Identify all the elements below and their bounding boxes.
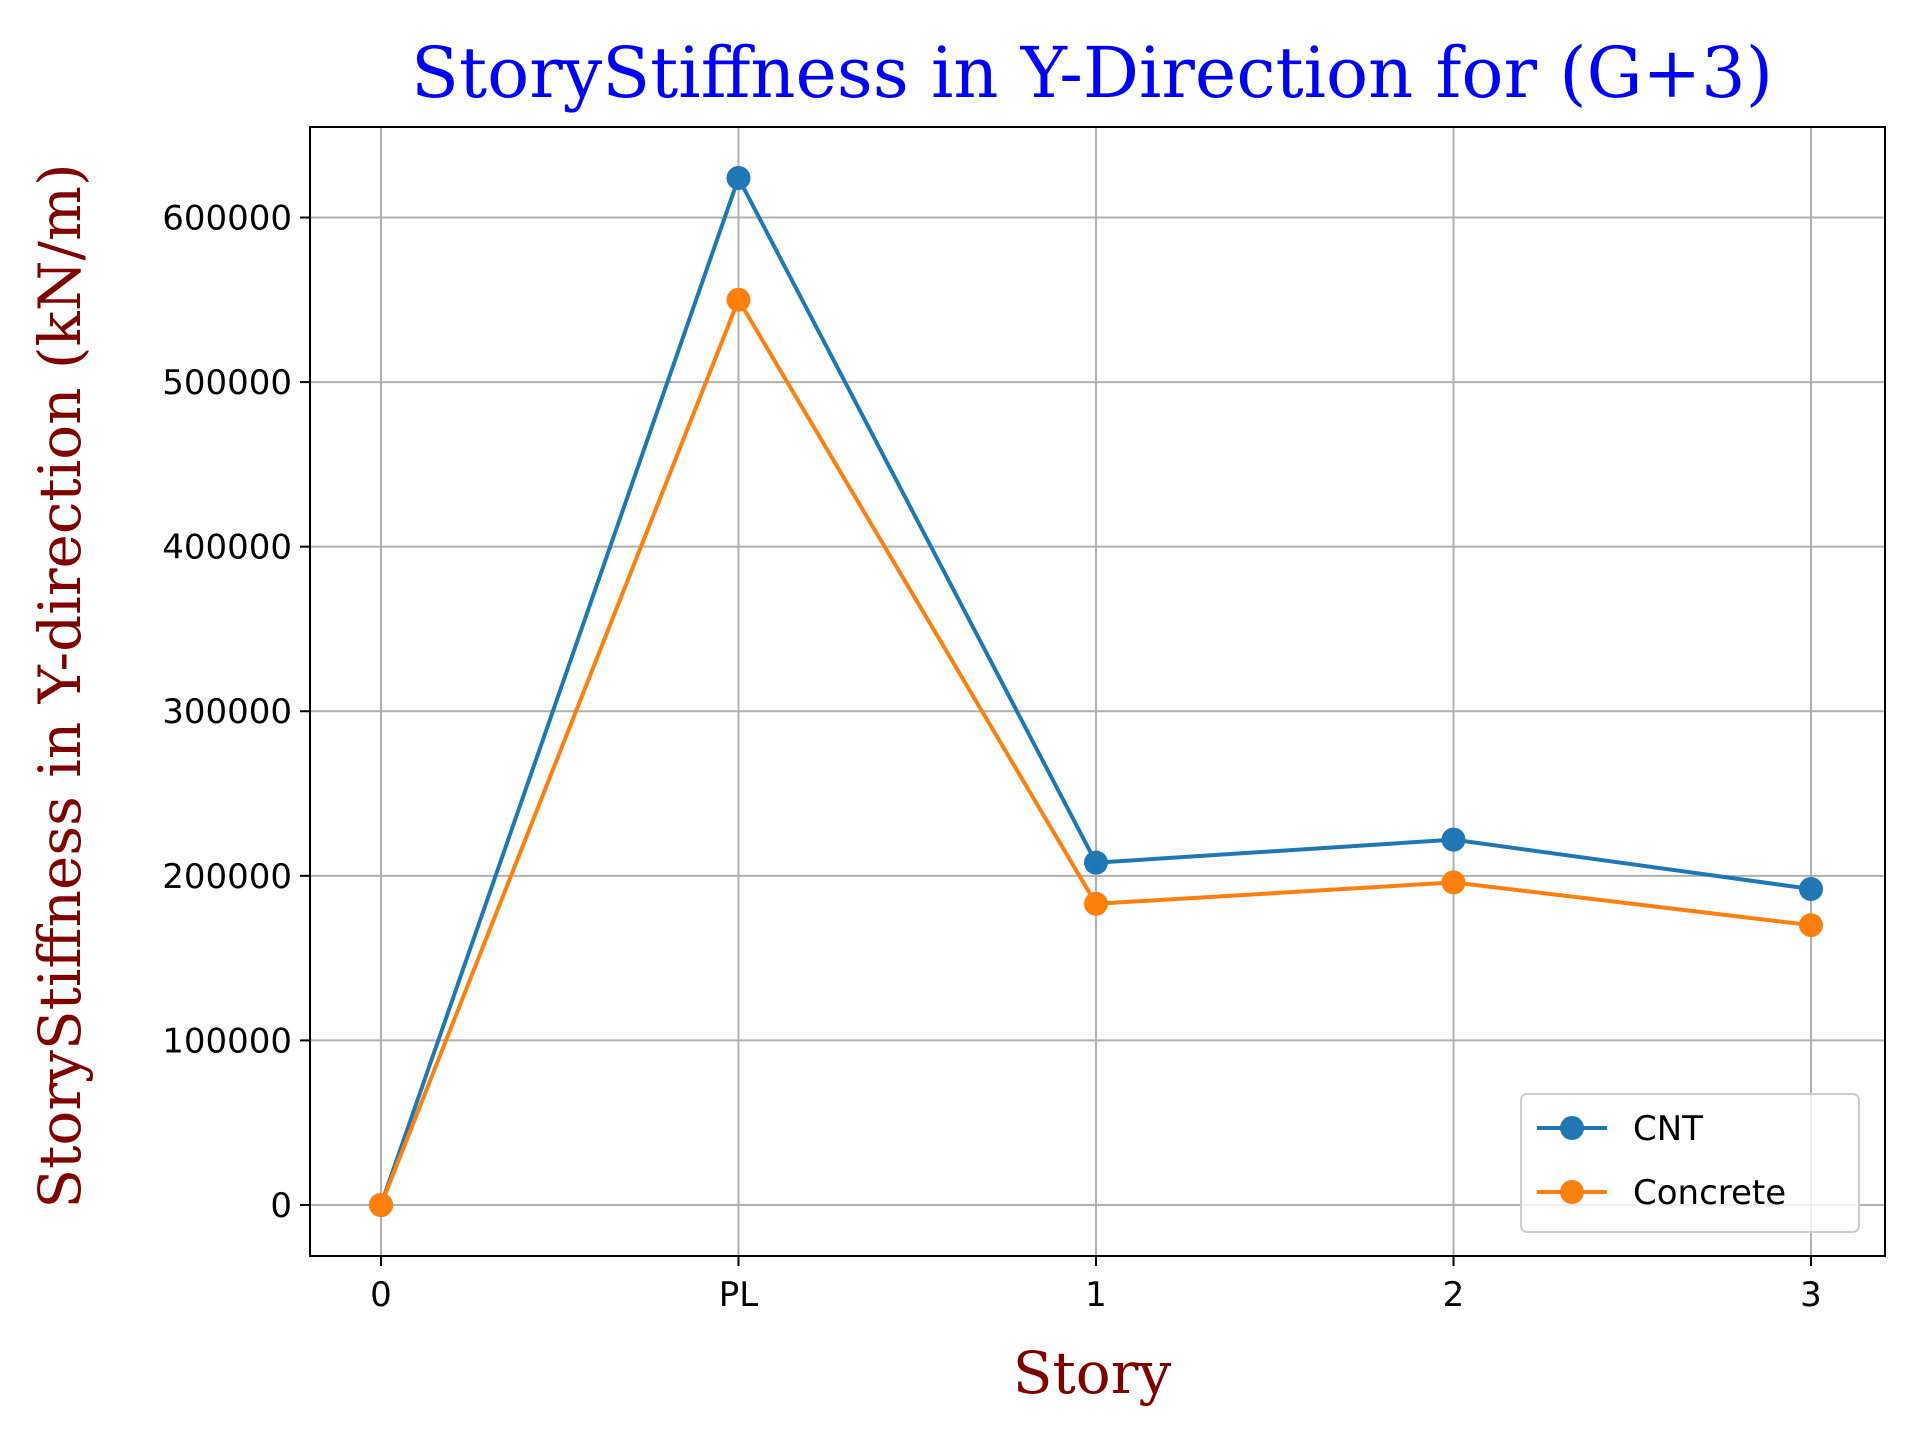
y-tick-label: 400000 xyxy=(162,528,292,568)
data-point-cnt xyxy=(1441,827,1466,852)
y-axis-ticks: 0 100000 200000 300000 400000 500000 600000 xyxy=(162,199,310,1226)
x-tick-label: 1 xyxy=(1085,1275,1107,1315)
y-tick-label: 0 xyxy=(270,1186,292,1226)
plot-frame xyxy=(309,126,1886,1257)
legend-label: Concrete xyxy=(1633,1173,1786,1213)
grid-lines xyxy=(310,127,1885,1256)
y-tick-label: 100000 xyxy=(162,1021,292,1061)
data-point-cnt xyxy=(1799,876,1823,901)
data-point-concrete xyxy=(1084,891,1108,916)
chart-title: StoryStiffness in Y-Direction for (G+3) xyxy=(411,32,1773,114)
y-tick-label: 500000 xyxy=(162,363,292,403)
data-point-cnt xyxy=(1084,850,1108,875)
data-point-cnt xyxy=(726,166,751,191)
x-tick-label: 0 xyxy=(370,1275,392,1315)
y-tick-label: 600000 xyxy=(162,199,292,239)
y-tick-label: 300000 xyxy=(162,692,292,732)
y-axis-label: StoryStiffness in Y-direction (kN/m) xyxy=(26,163,94,1208)
series-lines xyxy=(369,166,1823,1217)
data-point-concrete xyxy=(726,287,751,312)
x-axis-ticks: 0 PL 1 2 3 xyxy=(370,1256,1822,1315)
legend-label: CNT xyxy=(1633,1109,1703,1149)
data-point-concrete xyxy=(369,1192,393,1217)
x-tick-label: PL xyxy=(719,1275,759,1315)
x-axis-label: Story xyxy=(1013,1339,1172,1407)
legend: CNT Concrete xyxy=(1520,1093,1860,1233)
legend-swatch-marker xyxy=(1560,1116,1584,1140)
x-tick-label: 2 xyxy=(1443,1275,1465,1315)
y-tick-label: 200000 xyxy=(162,857,292,897)
legend-swatch-marker xyxy=(1560,1180,1584,1204)
data-point-concrete xyxy=(1799,913,1823,938)
x-tick-label: 3 xyxy=(1800,1275,1822,1315)
data-point-concrete xyxy=(1441,870,1466,895)
